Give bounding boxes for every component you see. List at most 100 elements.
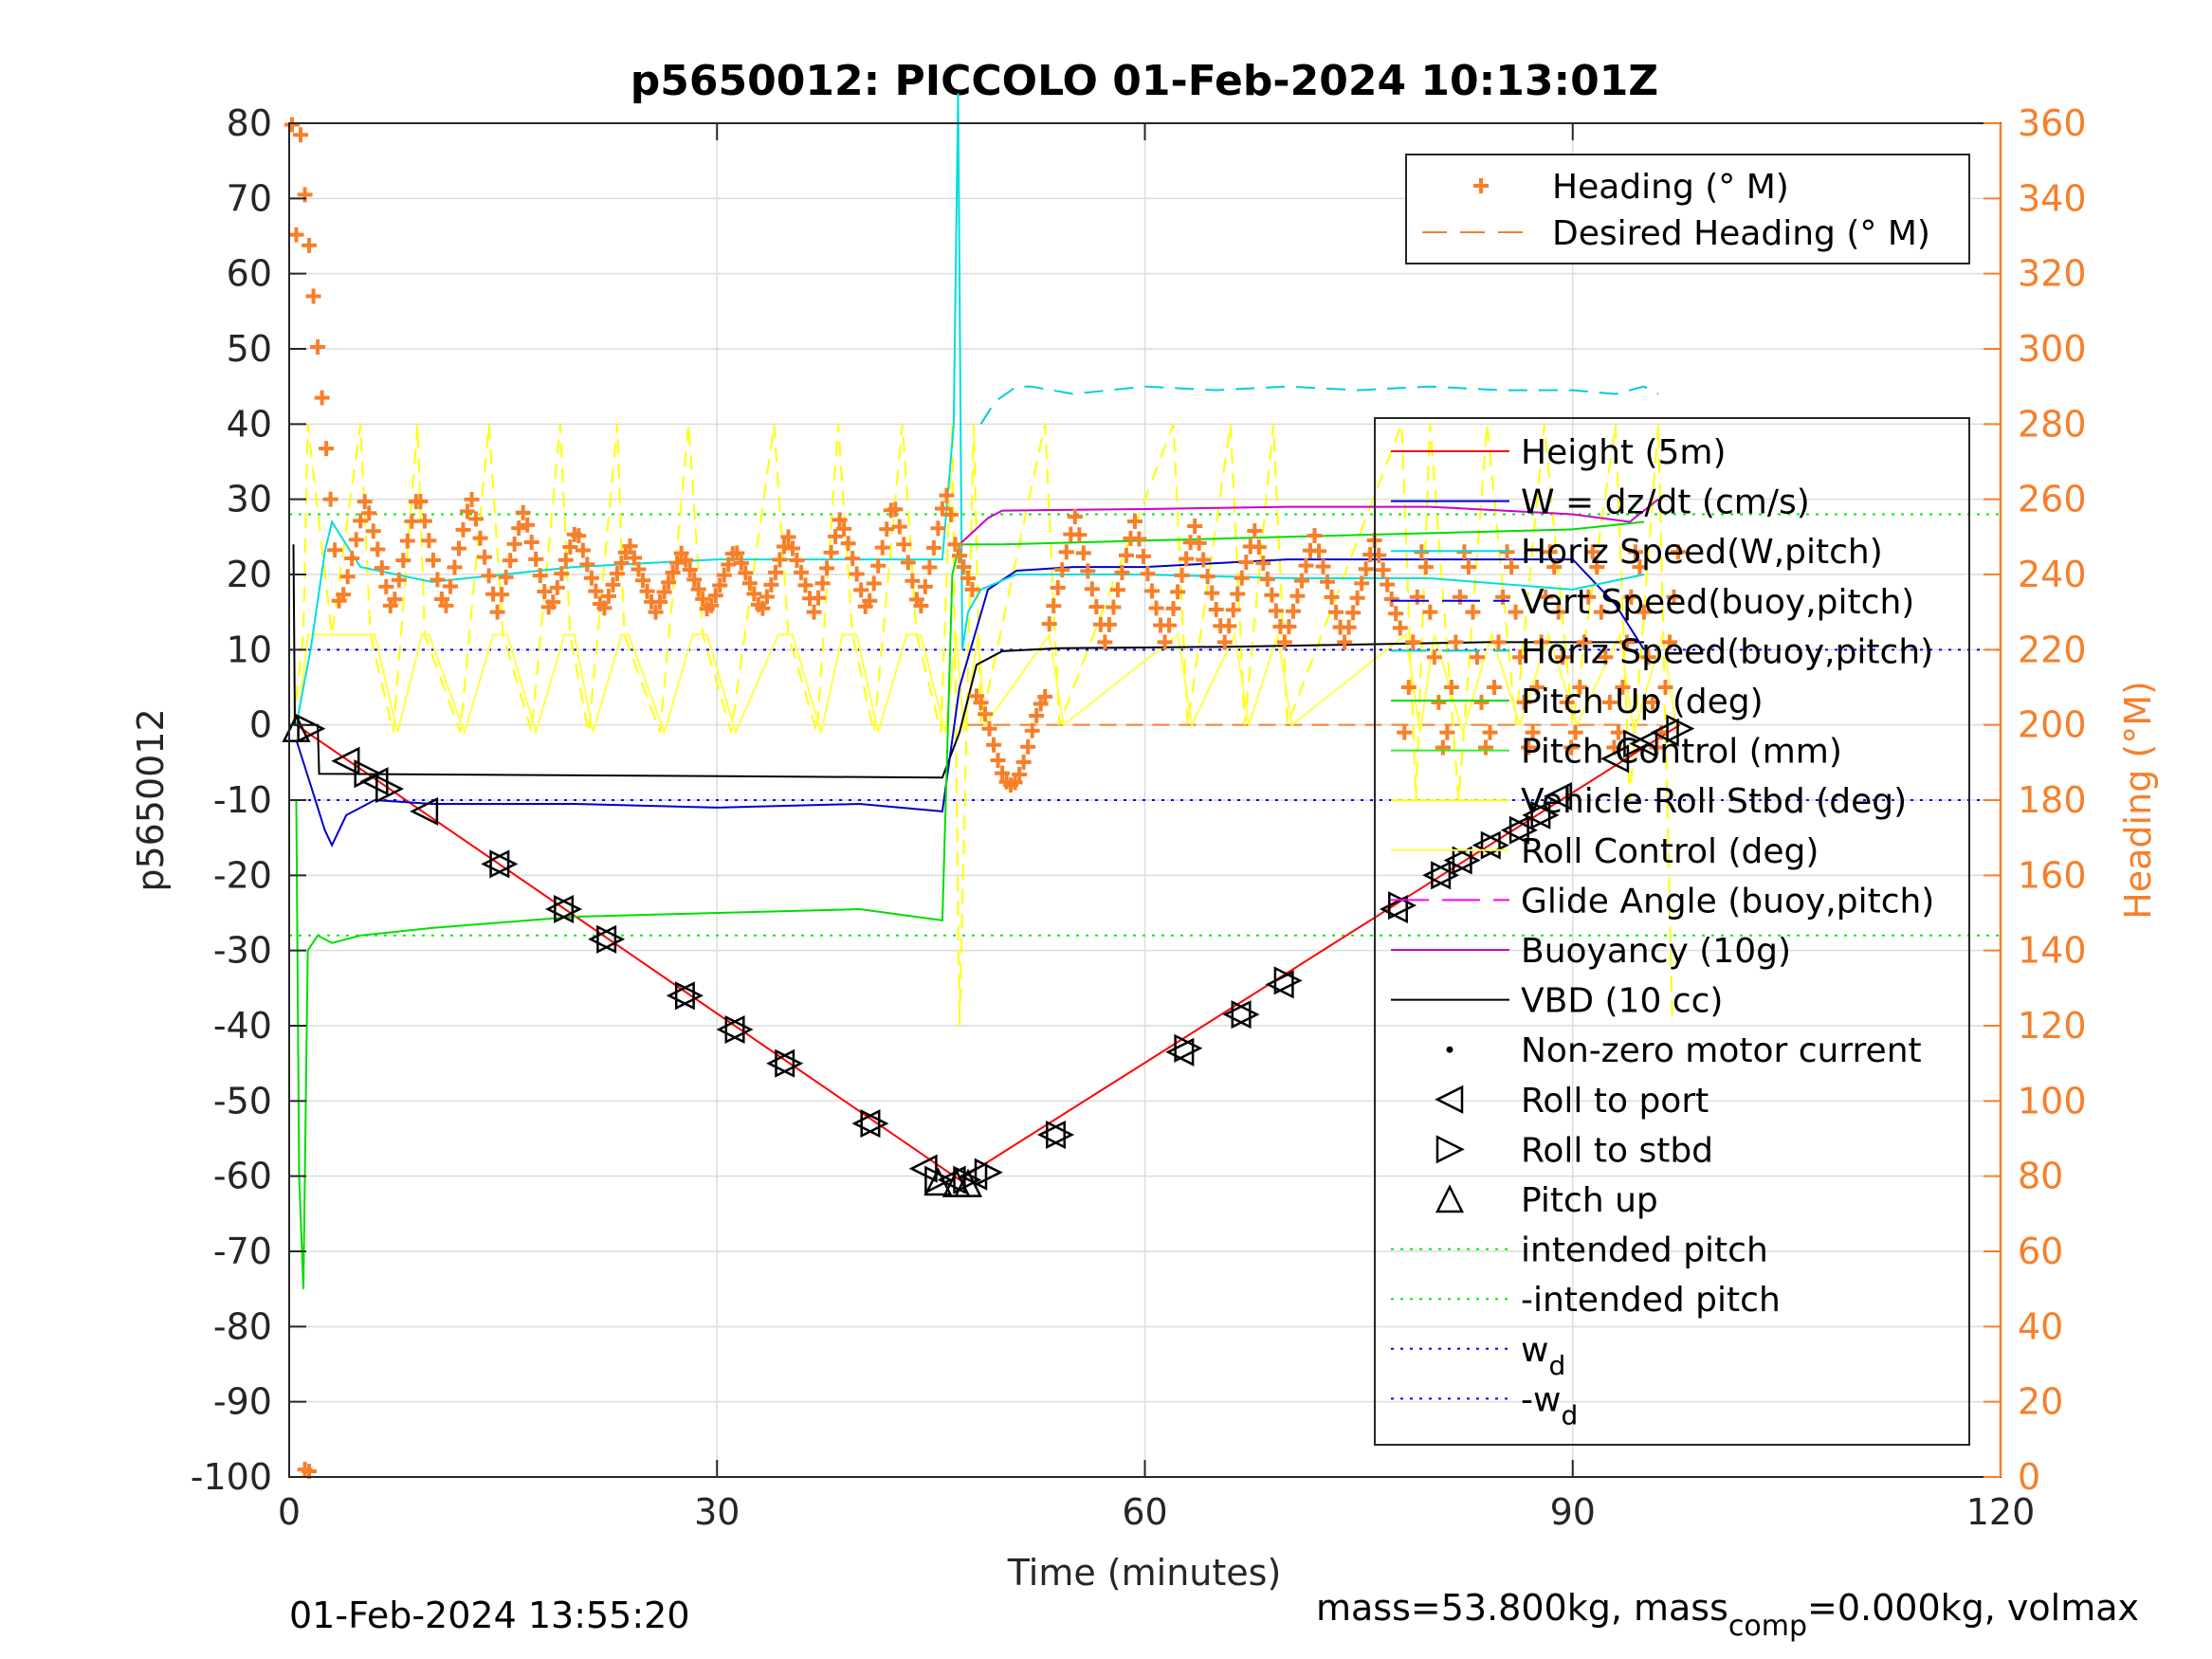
heading-point — [925, 539, 941, 556]
heading-point — [1627, 544, 1643, 560]
heading-point — [288, 227, 304, 243]
heading-point — [661, 574, 677, 591]
heading-point — [489, 604, 505, 620]
heading-point — [515, 504, 531, 520]
y-tick-label: -100 — [191, 1456, 272, 1498]
y2-tick-label: 80 — [2018, 1156, 2063, 1197]
heading-point — [1015, 754, 1032, 770]
heading-point — [1439, 724, 1455, 740]
y-tick-label: -80 — [213, 1305, 272, 1347]
heading-point — [1490, 634, 1507, 650]
heading-point — [1157, 634, 1173, 650]
heading-point — [1259, 571, 1275, 587]
reference-lines — [289, 513, 2001, 937]
x-tick-label: 30 — [694, 1491, 740, 1533]
heading-point — [1230, 586, 1246, 602]
heading-point — [1409, 589, 1425, 605]
heading-point — [900, 555, 916, 571]
heading-point — [348, 532, 364, 548]
heading-point — [1567, 724, 1583, 740]
marker-roll-to-port — [588, 924, 617, 954]
heading-point — [652, 594, 668, 611]
heading-point — [481, 568, 497, 584]
heading-point — [1208, 601, 1224, 617]
heading-point — [1174, 567, 1190, 583]
marker-roll-to-stbd — [297, 714, 326, 743]
heading-point — [1550, 604, 1566, 620]
heading-point — [1593, 604, 1609, 620]
y-tick-label: -40 — [213, 1005, 272, 1047]
legend-label: Vehicle Roll Stbd (deg) — [1521, 782, 1907, 821]
heading-point — [1341, 619, 1357, 635]
heading-point — [1422, 604, 1438, 620]
heading-point — [862, 592, 878, 609]
heading-point — [806, 604, 822, 620]
marker-roll-to-port — [908, 1154, 938, 1183]
x-axis-label: Time (minutes) — [1007, 1552, 1282, 1594]
legend-label: Roll to stbd — [1521, 1131, 1713, 1170]
heading-point — [327, 542, 343, 558]
heading-point — [960, 570, 976, 586]
legend-label: Roll Control (deg) — [1521, 832, 1819, 871]
heading-point — [1623, 589, 1639, 605]
heading-point — [823, 544, 839, 560]
heading-point — [1071, 527, 1088, 543]
marker-roll-to-stbd — [1273, 966, 1303, 995]
legend-heading-label: Desired Heading (° M) — [1552, 214, 1930, 253]
heading-point — [1114, 565, 1130, 581]
heading-point — [930, 520, 946, 537]
marker-roll-to-stbd — [1530, 800, 1560, 830]
legend-entry: -intended pitch — [1391, 1281, 1781, 1320]
heading-point — [293, 127, 309, 143]
y2-tick-label: 300 — [2018, 328, 2087, 370]
heading-point — [1662, 634, 1678, 650]
y-tick-label: -50 — [213, 1080, 272, 1121]
heading-point — [450, 540, 466, 556]
heading-point — [832, 512, 848, 528]
marker-roll-to-stbd — [674, 981, 704, 1011]
x-tick-label: 120 — [1966, 1491, 2036, 1533]
legend-label: VBD (10 cc) — [1521, 982, 1723, 1021]
heading-point — [1495, 589, 1511, 605]
heading-point — [1276, 634, 1292, 650]
heading-point — [733, 555, 749, 571]
marker-roll-to-stbd — [375, 775, 405, 804]
legend-entry: Pitch up — [1435, 1181, 1658, 1220]
heading-point — [356, 494, 373, 510]
heading-point — [1080, 563, 1096, 579]
heading-point — [310, 339, 326, 356]
heading-point — [1525, 724, 1541, 740]
legend-entry: Vert Speed(buoy,pitch) — [1391, 583, 1914, 622]
heading-point — [704, 597, 720, 613]
legend-entry: Horiz Speed(W,pitch) — [1391, 533, 1883, 572]
heading-point — [319, 441, 335, 457]
heading-point — [1598, 649, 1614, 665]
y-axis-left: 80 70 60 50 40 30 20 10 0 -10 -20 -30 -40 -50 -60 -70 -8… — [191, 102, 306, 1498]
y-tick-label: 40 — [227, 403, 272, 445]
heading-point — [1657, 680, 1673, 695]
heading-point — [1559, 694, 1575, 710]
y-tick-label: -70 — [213, 1231, 272, 1272]
footer-mass-prefix: mass=53.800kg, mass — [1316, 1587, 1728, 1629]
marker-roll-to-port — [1422, 861, 1452, 890]
heading-point — [336, 587, 352, 603]
heading-point — [721, 556, 737, 573]
legend-label: Horiz Speed(W,pitch) — [1521, 533, 1883, 572]
y2-tick-label: 40 — [2018, 1305, 2063, 1347]
x-tick-label: 60 — [1122, 1491, 1167, 1533]
heading-point — [879, 521, 895, 538]
heading-point — [738, 565, 754, 581]
heading-point — [678, 552, 694, 568]
heading-point — [1405, 634, 1421, 650]
marker-roll-to-port — [1500, 815, 1529, 845]
heading-point — [1225, 602, 1241, 618]
heading-point — [990, 753, 1006, 769]
heading-point — [627, 550, 643, 566]
heading-point — [1345, 605, 1362, 621]
heading-point — [964, 581, 980, 597]
footer-mass: mass=53.800kg, masscomp=0.000kg, volmax — [1316, 1587, 2139, 1643]
heading-point — [442, 578, 458, 594]
heading-point — [767, 564, 783, 580]
heading-point — [922, 559, 938, 575]
legend-label: intended pitch — [1521, 1231, 1768, 1270]
